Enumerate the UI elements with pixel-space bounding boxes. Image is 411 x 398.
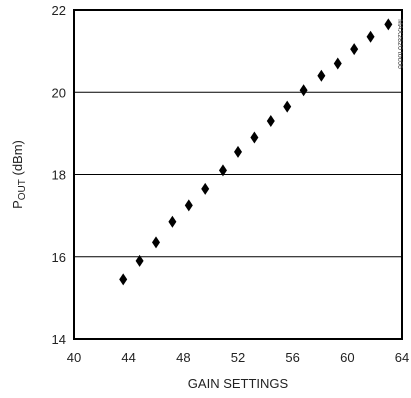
x-axis-title: GAIN SETTINGS (188, 376, 289, 391)
x-tick-label-2: 48 (176, 350, 190, 365)
data-point-13 (333, 57, 342, 70)
data-point-12 (317, 69, 326, 82)
data-point-10 (283, 100, 292, 113)
y-tick-label-3: 20 (52, 85, 66, 100)
x-tick-label-0: 40 (67, 350, 81, 365)
data-point-2 (152, 236, 160, 249)
data-point-7 (234, 145, 242, 158)
data-point-6 (218, 164, 227, 177)
data-point-0 (119, 273, 128, 286)
y-tick-label-2: 18 (52, 168, 66, 183)
data-point-4 (184, 199, 193, 212)
data-point-11 (299, 84, 308, 97)
data-point-16 (384, 18, 393, 31)
data-point-9 (266, 115, 275, 128)
data-point-15 (366, 30, 375, 43)
y-tick-label-0: 14 (52, 332, 66, 347)
x-tick-label-6: 64 (395, 350, 409, 365)
data-point-3 (168, 215, 177, 228)
x-tick-label-4: 56 (285, 350, 299, 365)
y-axis-title-subscript: OUT (17, 179, 28, 200)
grid-lines (74, 91, 402, 258)
data-points (119, 18, 393, 286)
x-tick-label-5: 60 (340, 350, 354, 365)
y-axis-tick-labels: 14 16 18 20 22 (52, 3, 66, 347)
chart-id-watermark: MAX2820 toc06 (396, 19, 403, 69)
data-point-5 (201, 182, 210, 195)
y-tick-label-4: 22 (52, 3, 66, 18)
x-tick-label-3: 52 (231, 350, 245, 365)
y-axis-title-unit: (dBm) (10, 140, 25, 179)
data-point-14 (350, 43, 359, 56)
y-tick-label-1: 16 (52, 250, 66, 265)
data-point-8 (250, 131, 259, 144)
x-axis-tick-labels: 40 44 48 52 56 60 64 (67, 350, 409, 365)
plot-frame (73, 9, 403, 340)
y-axis-title: POUT (dBm) (10, 140, 28, 209)
data-point-1 (135, 254, 144, 267)
x-tick-label-1: 44 (121, 350, 135, 365)
y-axis-title-main: P (10, 200, 25, 209)
